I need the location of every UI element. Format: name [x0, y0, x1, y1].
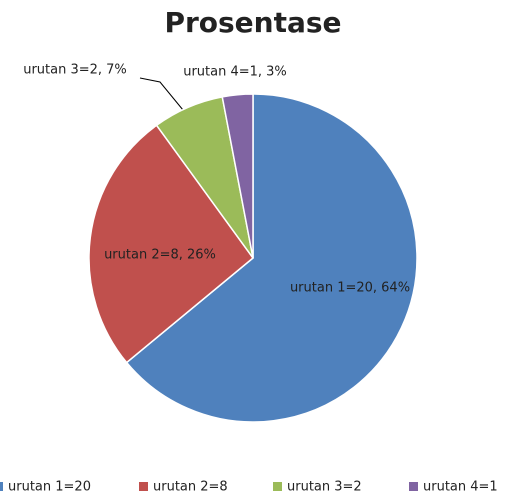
legend-swatch [0, 482, 3, 491]
data-label: urutan 4=1, 3% [183, 65, 287, 80]
pie [88, 93, 418, 423]
chart-title: Prosentase [164, 6, 341, 39]
pie-slice [221, 93, 254, 259]
legend-swatch [273, 482, 282, 491]
legend-label: urutan 1=20 [8, 480, 91, 495]
pie-slice [88, 124, 255, 364]
legend-label: urutan 3=2 [287, 480, 362, 495]
data-label: urutan 2=8, 26% [104, 248, 216, 263]
legend-swatch [409, 482, 418, 491]
leader-line [139, 77, 184, 111]
pie-slice [125, 93, 418, 423]
legend-label: urutan 2=8 [153, 480, 228, 495]
legend-swatch [139, 482, 148, 491]
data-label: urutan 1=20, 64% [290, 281, 410, 296]
legend-label: urutan 4=1 [423, 480, 498, 495]
data-label: urutan 3=2, 7% [23, 63, 127, 78]
